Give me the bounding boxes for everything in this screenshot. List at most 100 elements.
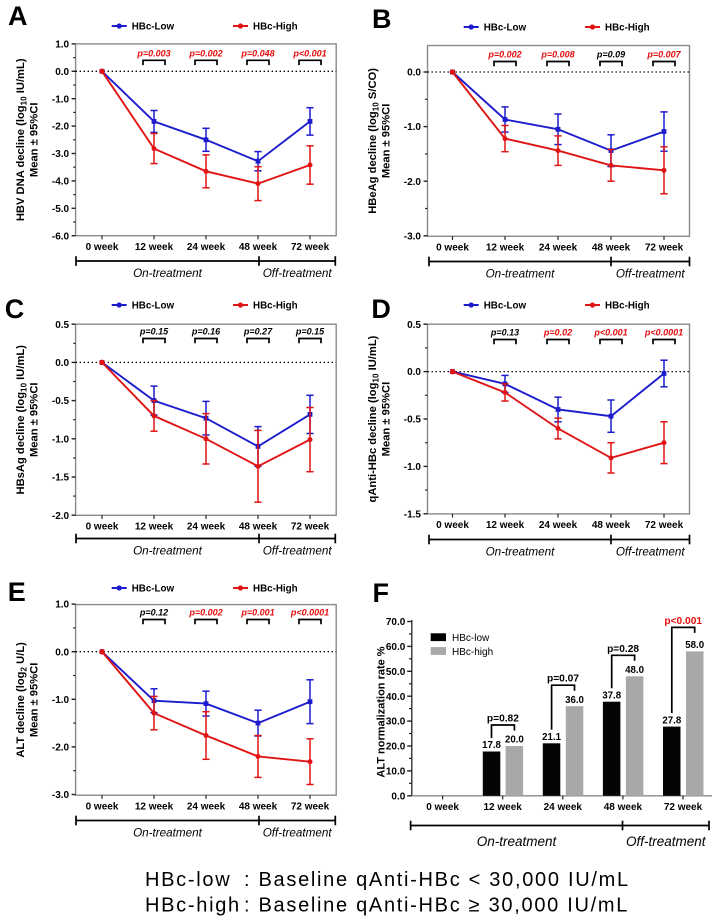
svg-text:HBc-High: HBc-High — [253, 22, 298, 33]
svg-text:p=0.002: p=0.002 — [487, 50, 521, 60]
svg-text:12 week: 12 week — [486, 243, 525, 254]
svg-text:48 week: 48 week — [239, 801, 278, 812]
svg-text:0 week: 0 week — [436, 243, 469, 254]
svg-text:Off-treatment: Off-treatment — [263, 545, 333, 558]
svg-text:-3.0: -3.0 — [52, 790, 70, 801]
svg-text:p<0.001: p<0.001 — [664, 616, 702, 627]
svg-text:-5.0: -5.0 — [52, 204, 70, 215]
svg-text:72 week: 72 week — [291, 522, 330, 533]
svg-text:48 week: 48 week — [239, 522, 278, 533]
svg-text:10.0: 10.0 — [386, 767, 406, 778]
svg-text:-1.0: -1.0 — [52, 94, 70, 105]
svg-text:p=0.28: p=0.28 — [607, 644, 639, 655]
svg-text:p=0.001: p=0.001 — [240, 608, 274, 618]
svg-text:0.0: 0.0 — [55, 647, 69, 658]
svg-text:HBc-low: HBc-low — [452, 633, 490, 644]
svg-text:-1.5: -1.5 — [404, 509, 422, 520]
svg-text:p=0.003: p=0.003 — [136, 48, 170, 58]
svg-text:0.5: 0.5 — [55, 320, 69, 331]
svg-text:70.0: 70.0 — [386, 617, 406, 628]
svg-text:-0.5: -0.5 — [52, 396, 70, 407]
svg-text:C: C — [5, 294, 25, 324]
svg-text:48.0: 48.0 — [625, 665, 644, 676]
svg-text:On-treatment: On-treatment — [477, 834, 558, 849]
svg-text:-4.0: -4.0 — [52, 177, 70, 188]
svg-text:Off-treatment: Off-treatment — [616, 268, 686, 281]
svg-text:-6.0: -6.0 — [52, 231, 70, 242]
svg-text:0 week: 0 week — [86, 801, 119, 812]
svg-text:12 week: 12 week — [135, 522, 174, 533]
svg-text:p=0.13: p=0.13 — [490, 328, 519, 338]
svg-text:p=0.15: p=0.15 — [139, 327, 169, 337]
svg-text:1.0: 1.0 — [55, 40, 69, 51]
svg-text:p<0.001: p<0.001 — [593, 328, 627, 338]
svg-text:HBc-High: HBc-High — [253, 301, 298, 312]
svg-text:-1.0: -1.0 — [404, 462, 422, 473]
svg-text:p=0.002: p=0.002 — [188, 48, 222, 58]
svg-text:A: A — [8, 1, 28, 31]
svg-text:HBc-Low: HBc-Low — [132, 301, 175, 312]
svg-text:36.0: 36.0 — [565, 695, 584, 706]
svg-text:20.0: 20.0 — [386, 742, 406, 753]
svg-text:p=0.002: p=0.002 — [188, 608, 222, 618]
svg-text:50.0: 50.0 — [386, 667, 406, 678]
svg-text:Off-treatment: Off-treatment — [263, 267, 333, 280]
svg-text:37.8: 37.8 — [602, 690, 621, 701]
svg-text:On-treatment: On-treatment — [133, 267, 203, 280]
svg-text:-0.5: -0.5 — [404, 415, 422, 426]
svg-text:HBV DNA decline (log10​ IU/mL): HBV DNA decline (log10​ IU/mL) — [15, 58, 29, 221]
svg-text:48 week: 48 week — [592, 243, 631, 254]
svg-text:48 week: 48 week — [239, 242, 278, 253]
svg-text:HBc-low: Baseline qAnti-HBc <: HBc-low: Baseline qAnti-HBc < 30,000 IU/… — [145, 869, 630, 891]
svg-text:24 week: 24 week — [187, 801, 226, 812]
svg-text:p=0.12: p=0.12 — [139, 608, 168, 618]
svg-text:48 week: 48 week — [604, 802, 643, 813]
svg-text:-3.0: -3.0 — [52, 149, 70, 160]
svg-text:HBc-Low: HBc-Low — [484, 23, 527, 34]
svg-text:ALT decline (log2​ U/L): ALT decline (log2​ U/L) — [15, 642, 29, 758]
svg-text:21.1: 21.1 — [542, 732, 561, 743]
svg-text:HBc-High: HBc-High — [253, 584, 298, 595]
svg-text:0 week: 0 week — [426, 802, 459, 813]
svg-text:24 week: 24 week — [544, 802, 583, 813]
svg-text:HBc-high: Baseline qAnti-HBc ≥: HBc-high: Baseline qAnti-HBc ≥ 30,000 IU… — [145, 895, 629, 917]
svg-text:Mean ± 95%CI: Mean ± 95%CI — [29, 663, 41, 738]
svg-text:72 week: 72 week — [645, 520, 684, 531]
svg-text:20.0: 20.0 — [505, 735, 524, 746]
svg-text:24 week: 24 week — [539, 243, 578, 254]
svg-text:0.0: 0.0 — [55, 358, 69, 369]
svg-text:72 week: 72 week — [291, 242, 330, 253]
svg-text:HBc-Low: HBc-Low — [132, 584, 175, 595]
svg-text:On-treatment: On-treatment — [133, 827, 203, 840]
svg-text:p=0.048: p=0.048 — [240, 48, 274, 58]
svg-text:D: D — [371, 294, 391, 324]
svg-text:0 week: 0 week — [86, 522, 119, 533]
svg-text:p=0.15: p=0.15 — [295, 327, 325, 337]
svg-text:-2.0: -2.0 — [404, 177, 422, 188]
svg-text:0 week: 0 week — [86, 242, 119, 253]
svg-text:-3.0: -3.0 — [404, 231, 422, 242]
svg-text:-1.0: -1.0 — [52, 434, 70, 445]
svg-text:HBc-Low: HBc-Low — [132, 22, 175, 33]
svg-text:17.8: 17.8 — [482, 740, 501, 751]
svg-text:0.0: 0.0 — [407, 68, 421, 79]
svg-text:-1.5: -1.5 — [52, 473, 70, 484]
svg-text:HBc-high: HBc-high — [452, 647, 493, 658]
svg-text:HBeAg decline (log10​ S/CO): HBeAg decline (log10​ S/CO) — [367, 68, 381, 214]
svg-text:Mean ± 95%CI: Mean ± 95%CI — [381, 104, 393, 179]
svg-text:12 week: 12 week — [484, 802, 523, 813]
svg-text:24 week: 24 week — [187, 242, 226, 253]
svg-text:On-treatment: On-treatment — [486, 268, 556, 281]
svg-text:24 week: 24 week — [539, 520, 578, 531]
svg-text:p=0.07: p=0.07 — [547, 674, 579, 685]
svg-text:-2.0: -2.0 — [52, 122, 70, 133]
svg-text:72 week: 72 week — [291, 801, 330, 812]
svg-text:12 week: 12 week — [135, 801, 174, 812]
svg-text:F: F — [373, 578, 390, 608]
svg-text:40.0: 40.0 — [386, 692, 406, 703]
svg-text:0.0: 0.0 — [391, 791, 405, 802]
svg-text:p<0.0001: p<0.0001 — [644, 328, 683, 338]
svg-text:0.0: 0.0 — [55, 67, 69, 78]
svg-text:HBc-High: HBc-High — [605, 23, 650, 34]
svg-text:24 week: 24 week — [187, 522, 226, 533]
